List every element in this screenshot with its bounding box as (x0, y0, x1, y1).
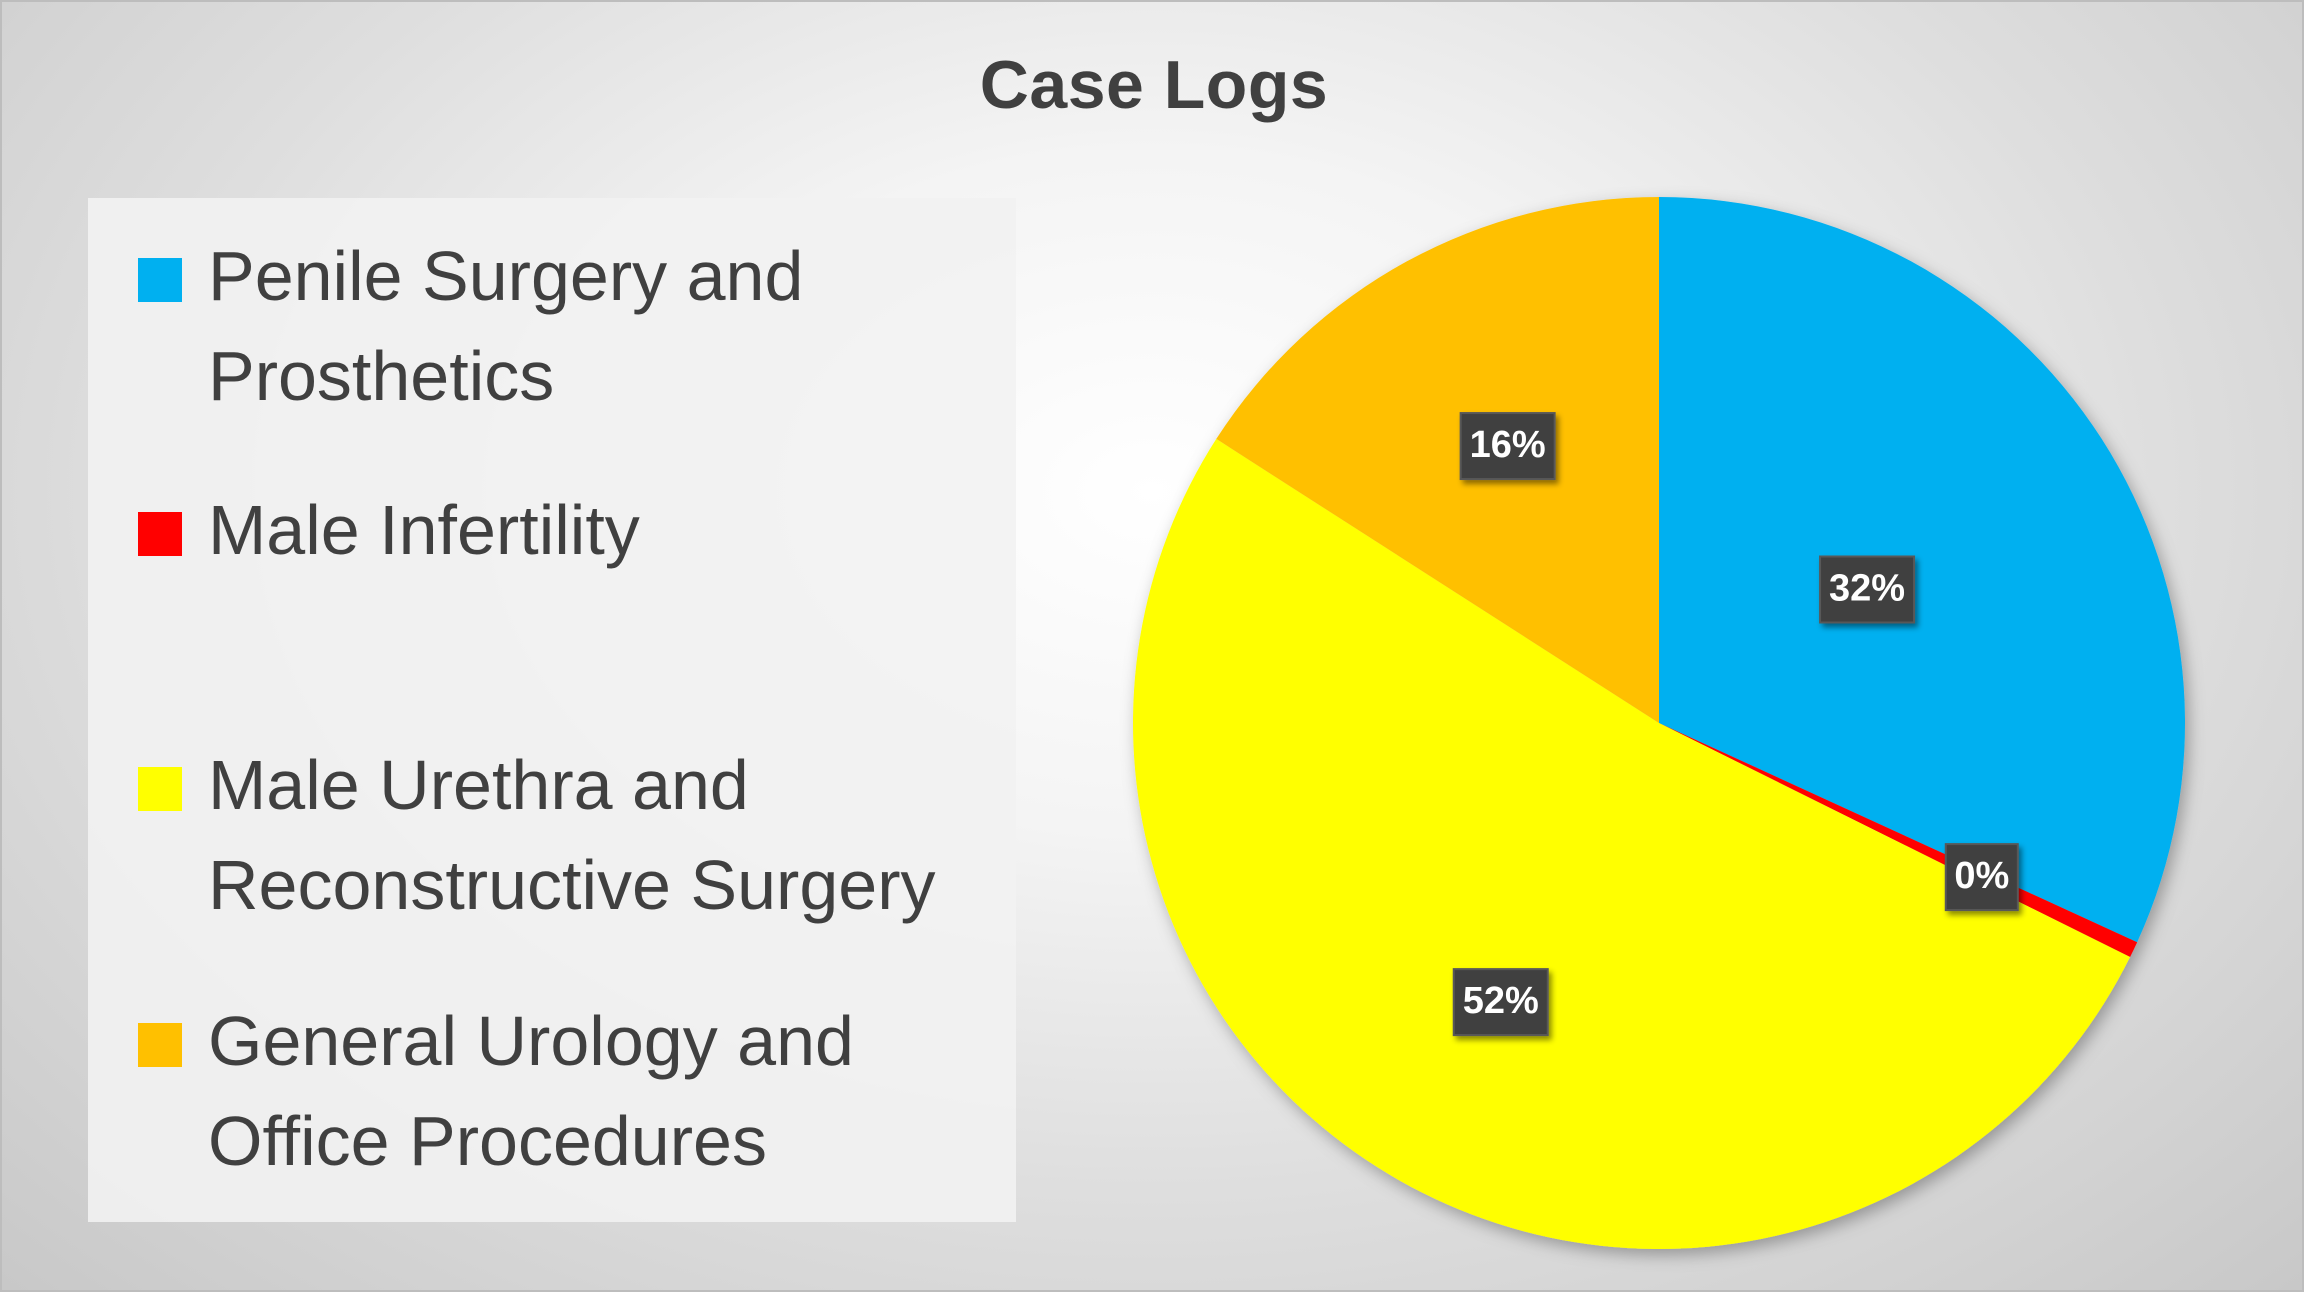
pie-slice-general-urology (1216, 197, 1659, 723)
pie-slice-male-urethra (1133, 438, 2131, 1249)
legend-swatch (138, 258, 182, 302)
data-label-male-infertility: 0% (1944, 843, 2019, 912)
legend-swatch (138, 1023, 182, 1067)
legend-swatch (138, 512, 182, 556)
data-label-box (1459, 412, 1556, 481)
data-label-penile-surgery: 32% (1819, 555, 1916, 624)
legend-label: Male Infertility (208, 491, 640, 569)
chart-legend: Penile Surgery and Prosthetics Male Infe… (88, 198, 1016, 1222)
pie-slice-penile-surgery (1659, 197, 2186, 943)
legend-swatch (138, 767, 182, 811)
data-label-text: 0% (1954, 855, 2009, 897)
data-label-box (1452, 968, 1549, 1037)
data-label-box (1819, 555, 1916, 624)
data-label-general-urology: 16% (1459, 412, 1556, 481)
data-label-text: 16% (1470, 424, 1546, 466)
legend-label: General Urology and Office Procedures (208, 1002, 854, 1180)
data-label-box (1944, 843, 2019, 912)
chart-title: Case Logs (979, 47, 1329, 123)
legend-label: Penile Surgery and Prosthetics (208, 237, 804, 415)
data-label-text: 52% (1463, 980, 1539, 1022)
data-label-male-urethra: 52% (1452, 968, 1549, 1037)
data-label-text: 32% (1829, 568, 1905, 610)
legend-label: Male Urethra and Reconstructive Surgery (208, 746, 936, 924)
